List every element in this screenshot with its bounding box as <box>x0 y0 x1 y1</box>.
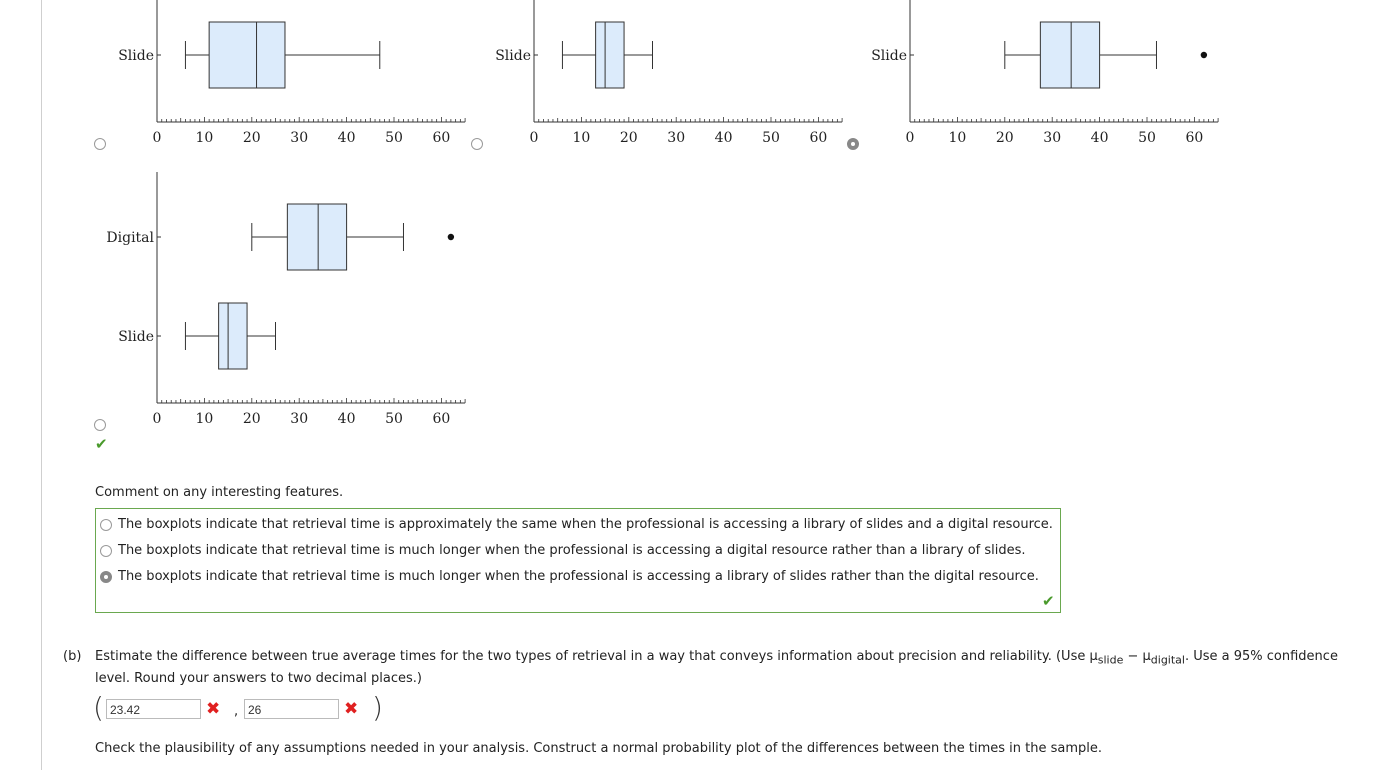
left-divider <box>41 0 42 770</box>
mu-digital-subscript: digital <box>1150 653 1185 667</box>
upper-wrong-icon: ✖ <box>344 699 359 719</box>
comment-option-2-radio[interactable] <box>100 545 112 557</box>
lower-bound-input[interactable]: 23.42 <box>106 699 201 719</box>
plot-a-tick-label: 20 <box>243 130 261 146</box>
plot-a-box <box>208 21 286 89</box>
mu-slide-subscript: slide <box>1097 653 1124 667</box>
part-b-prompt: Estimate the difference between true ave… <box>95 649 1338 669</box>
plot-c-tick-label: 30 <box>1043 130 1061 146</box>
plot-d-tick-label: 20 <box>243 411 261 427</box>
plot-c-tick-label: 10 <box>948 130 966 146</box>
plot-a-tick-label: 0 <box>153 130 162 146</box>
plot-d-tick-label: 10 <box>195 411 213 427</box>
part-b-prompt-text: Estimate the difference between true ave… <box>95 649 1098 664</box>
part-b-prompt-line2: level. Round your answers to two decimal… <box>95 671 422 686</box>
plot-a-tick-label: 40 <box>338 130 356 146</box>
boxplot-figures: 0 10 20 30 40 50 60 Slide 0 10 20 30 40 50 60 Slide 0 10 2… <box>106 0 1219 427</box>
plot-a-tick-label: 50 <box>385 130 403 146</box>
plot-b-box <box>595 21 625 89</box>
plot-b-tick-label: 10 <box>572 130 590 146</box>
plot-b-tick-label: 40 <box>715 130 733 146</box>
plot-d-digital-category-label: Digital <box>106 230 154 246</box>
plot-d-tick-label: 60 <box>432 411 450 427</box>
plot-c-tick-label: 20 <box>996 130 1014 146</box>
interval-open-paren: ( <box>93 691 104 724</box>
plot-c-tick-label: 60 <box>1185 130 1203 146</box>
comment-choices-panel: The boxplots indicate that retrieval tim… <box>95 508 1061 613</box>
comment-option-1-label: The boxplots indicate that retrieval tim… <box>118 517 1053 532</box>
plot-b-tick-label: 0 <box>530 130 539 146</box>
plot-d-slide-category-label: Slide <box>118 329 154 345</box>
plot-d-digital-outlier-point <box>447 233 455 241</box>
graph-option-1-radio[interactable] <box>94 138 106 150</box>
plot-b-tick-label: 20 <box>620 130 638 146</box>
interval-comma: , <box>234 704 239 719</box>
part-b-marker: (b) <box>63 649 82 664</box>
part-b-prompt-text-2: . Use a 95% confidence <box>1184 649 1338 664</box>
lower-wrong-icon: ✖ <box>206 699 221 719</box>
plot-d-slide-box <box>218 302 248 370</box>
plot-a-tick-label: 10 <box>195 130 213 146</box>
plot-c-tick-label: 40 <box>1091 130 1109 146</box>
plot-c-outlier-point <box>1200 51 1208 59</box>
graph-option-4-radio[interactable] <box>94 419 106 431</box>
plot-c-tick-label: 50 <box>1138 130 1156 146</box>
assumptions-prompt: Check the plausibility of any assumption… <box>95 741 1102 756</box>
comment-option-3-radio[interactable] <box>100 571 112 583</box>
comment-correct-check-icon: ✔ <box>1042 592 1055 610</box>
plot-d-digital-box <box>286 203 348 271</box>
upper-bound-input[interactable]: 26 <box>244 699 339 719</box>
mu-digital-symbol: − μ <box>1123 649 1151 664</box>
plot-b-tick-label: 50 <box>762 130 780 146</box>
plot-d-tick-label: 40 <box>338 411 356 427</box>
graph-option-2-radio[interactable] <box>471 138 483 150</box>
plot-b-tick-label: 60 <box>809 130 827 146</box>
plot-d-tick-label: 0 <box>153 411 162 427</box>
comment-option-2-label: The boxplots indicate that retrieval tim… <box>118 543 1026 558</box>
comment-option-1-radio[interactable] <box>100 519 112 531</box>
plot-a-category-label: Slide <box>118 48 154 64</box>
plot-a-tick-label: 30 <box>290 130 308 146</box>
plot-c-tick-label: 0 <box>906 130 915 146</box>
plot-c-box <box>1039 21 1101 89</box>
graph-option-3-radio[interactable] <box>847 138 859 150</box>
plot-c-category-label: Slide <box>871 48 907 64</box>
plot-b-tick-label: 30 <box>667 130 685 146</box>
plot-b-category-label: Slide <box>495 48 531 64</box>
plot-a-tick-label: 60 <box>432 130 450 146</box>
interval-close-paren: ) <box>372 691 383 724</box>
graph-correct-check-icon: ✔ <box>95 435 108 453</box>
comment-option-3-label: The boxplots indicate that retrieval tim… <box>118 569 1039 584</box>
plot-d-tick-label: 50 <box>385 411 403 427</box>
comment-prompt: Comment on any interesting features. <box>95 485 344 500</box>
plot-d-tick-label: 30 <box>290 411 308 427</box>
